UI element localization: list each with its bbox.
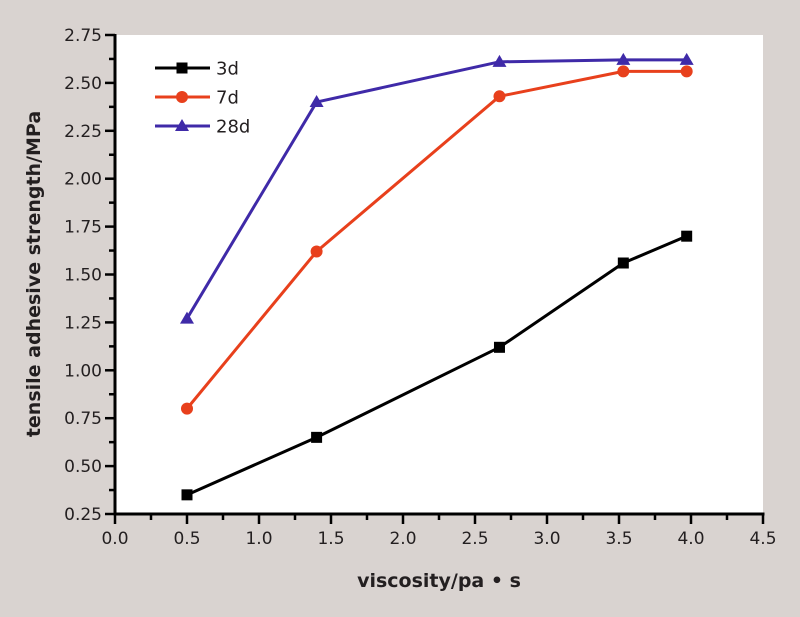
x-tick-label: 4.5 — [749, 529, 776, 549]
data-point-7d — [680, 65, 693, 78]
y-tick-label: 0.75 — [64, 409, 102, 429]
series-layer — [180, 52, 694, 501]
data-point-28d — [309, 95, 324, 108]
y-tick-label: 2.75 — [64, 26, 102, 46]
legend-marker — [176, 62, 188, 74]
y-tick-label: 2.50 — [64, 74, 102, 94]
legend-item-28d: 28d — [155, 117, 250, 138]
y-axis-title: tensile adhesive strength/MPa — [23, 111, 45, 437]
x-tick-label: 4.0 — [677, 529, 704, 549]
data-point-7d — [310, 245, 323, 258]
legend-marker — [175, 119, 189, 131]
data-point-28d — [616, 52, 631, 65]
y-tick-label: 1.75 — [64, 218, 102, 238]
data-point-3d — [311, 431, 323, 443]
y-tick-label: 1.00 — [64, 361, 102, 381]
data-point-28d — [492, 54, 507, 67]
x-tick-label: 1.5 — [317, 529, 344, 549]
plot-area — [115, 35, 763, 514]
y-tick-label: 1.50 — [64, 266, 102, 286]
legend-item-3d: 3d — [155, 59, 239, 80]
data-point-3d — [617, 257, 629, 269]
x-tick-label: 2.0 — [389, 529, 416, 549]
data-point-28d — [180, 311, 194, 324]
series-3d — [181, 230, 693, 501]
data-point-3d — [493, 341, 505, 353]
data-point-28d — [679, 52, 694, 65]
x-tick-label: 0.0 — [101, 529, 128, 549]
x-tick-label: 1.0 — [245, 529, 272, 549]
data-point-7d — [617, 65, 630, 78]
legend-label: 3d — [216, 59, 239, 80]
x-tick-label: 2.5 — [461, 529, 488, 549]
series-7d — [181, 65, 693, 415]
y-tick-label: 0.25 — [64, 505, 102, 525]
x-tick-label: 0.5 — [173, 529, 200, 549]
x-axis-title: viscosity/pa • s — [357, 570, 521, 592]
data-point-7d — [493, 90, 506, 103]
legend-marker — [176, 91, 188, 103]
legend-item-7d: 7d — [155, 88, 239, 109]
x-tick-label: 3.5 — [605, 529, 632, 549]
data-point-3d — [681, 230, 693, 242]
y-tick-label: 2.00 — [64, 170, 102, 190]
x-tick-label: 3.0 — [533, 529, 560, 549]
legend-label: 28d — [216, 117, 250, 138]
y-tick-label: 2.25 — [64, 122, 102, 142]
y-tick-label: 0.50 — [64, 457, 102, 477]
data-point-3d — [181, 489, 193, 501]
legend: 3d 7d 28d — [155, 59, 250, 138]
y-tick-label: 1.25 — [64, 313, 102, 333]
data-point-7d — [181, 402, 193, 415]
series-28d — [180, 52, 694, 324]
legend-label: 7d — [216, 88, 239, 109]
axes-layer: 0.0 0.5 1.0 1.5 2.0 2.5 3.0 3.5 4.0 4.5 0.25 0.50 0.… — [64, 26, 776, 549]
